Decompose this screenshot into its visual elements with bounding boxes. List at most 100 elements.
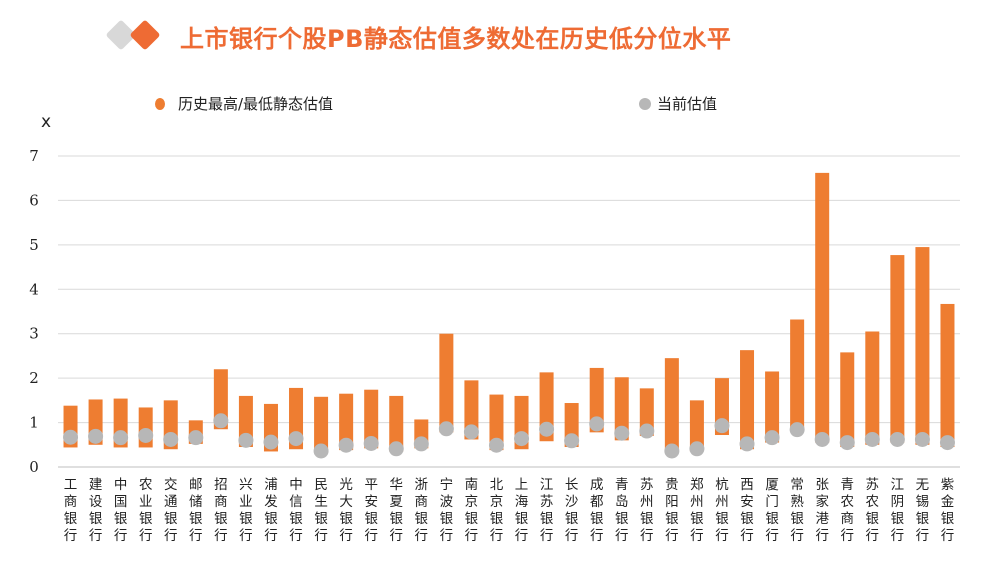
- y-tick-label: 5: [29, 236, 39, 254]
- y-tick-label: 0: [29, 458, 39, 476]
- legend-label-current: 当前估值: [657, 95, 717, 113]
- x-tick-label: 江阴银行: [891, 477, 905, 544]
- current-value-dot: [814, 431, 830, 447]
- range-bar: [314, 396, 329, 453]
- x-tick-label: 贵阳银行: [665, 477, 679, 544]
- current-value-dot: [238, 432, 254, 448]
- range-bar: [940, 303, 955, 448]
- current-value-dot: [163, 431, 179, 447]
- x-tick-label: 无锡银行: [916, 477, 930, 544]
- x-tick-label: 南京银行: [465, 477, 479, 544]
- x-tick-label: 平安银行: [364, 477, 378, 544]
- x-tick-label: 青岛银行: [615, 477, 629, 544]
- current-value-dot: [463, 424, 479, 440]
- range-bar: [439, 333, 454, 433]
- x-tick-label: 苏州银行: [640, 477, 654, 544]
- x-tick-label: 成都银行: [590, 477, 604, 544]
- x-tick-label: 上海银行: [515, 477, 529, 544]
- y-tick-label: 1: [29, 414, 39, 432]
- x-tick-label: 农业银行: [139, 477, 153, 544]
- current-value-dot: [63, 429, 79, 445]
- x-tick-label: 浙商银行: [415, 477, 429, 544]
- x-tick-label: 浦发银行: [264, 477, 278, 544]
- current-value-dot: [113, 430, 129, 446]
- x-tick-label: 中信银行: [289, 477, 303, 544]
- current-value-dot: [413, 436, 429, 452]
- x-tick-label: 杭州银行: [715, 477, 729, 544]
- current-value-dot: [864, 431, 880, 447]
- range-bar: [815, 172, 830, 443]
- range-bar: [389, 395, 404, 452]
- current-value-dot: [589, 416, 605, 432]
- x-tick-label: 长沙银行: [565, 477, 579, 544]
- range-bar: [664, 358, 679, 453]
- legend-bar-marker: [155, 98, 165, 110]
- range-bar: [464, 380, 479, 440]
- current-value-dot: [488, 437, 504, 453]
- current-value-dot: [313, 443, 329, 459]
- current-value-dot: [564, 433, 580, 449]
- range-bar: [890, 255, 905, 443]
- x-tick-label: 光大银行: [339, 477, 353, 544]
- y-tick-label: 6: [29, 191, 39, 209]
- legend-label-range: 历史最高/最低静态估值: [178, 95, 333, 113]
- range-bar: [790, 319, 805, 432]
- current-value-dot: [213, 413, 229, 429]
- range-bar: [915, 247, 930, 445]
- current-value-dot: [764, 430, 780, 446]
- x-tick-label: 招商银行: [214, 477, 228, 544]
- range-bar: [639, 388, 654, 436]
- current-value-dot: [664, 443, 680, 459]
- chart-title: 上市银行个股PB静态估值多数处在历史低分位水平: [180, 25, 732, 53]
- x-tick-label: 邮储银行: [189, 477, 203, 544]
- x-tick-label: 北京银行: [490, 477, 504, 544]
- range-bar: [614, 377, 629, 441]
- range-bar: [765, 371, 780, 443]
- legend-dot-marker: [639, 98, 651, 110]
- range-bar: [489, 394, 504, 451]
- current-value-dot: [388, 441, 404, 457]
- range-bar: [689, 400, 704, 452]
- x-tick-label: 厦门银行: [765, 477, 779, 544]
- current-value-dot: [939, 435, 955, 451]
- current-value-dot: [539, 421, 555, 437]
- x-tick-label: 青农商行: [841, 477, 855, 544]
- current-value-dot: [839, 435, 855, 451]
- current-value-dot: [889, 431, 905, 447]
- current-value-dot: [639, 423, 655, 439]
- current-value-dot: [138, 427, 154, 443]
- range-bar: [740, 350, 755, 450]
- x-tick-label: 兴业银行: [239, 477, 253, 544]
- range-bar: [364, 389, 379, 449]
- x-tick-label: 华夏银行: [390, 477, 404, 544]
- current-value-dot: [263, 434, 279, 450]
- x-tick-label: 江苏银行: [540, 477, 554, 544]
- x-tick-label: 工商银行: [64, 477, 78, 544]
- current-value-dot: [914, 431, 930, 447]
- range-bar: [589, 367, 604, 433]
- range-bar: [840, 352, 855, 448]
- current-value-dot: [514, 431, 530, 447]
- x-tick-label: 民生银行: [314, 477, 328, 544]
- current-value-dot: [438, 421, 454, 437]
- x-tick-label: 紫金银行: [941, 477, 955, 544]
- current-value-dot: [689, 441, 705, 457]
- x-tick-label: 郑州银行: [690, 477, 704, 544]
- y-tick-label: 7: [29, 147, 39, 165]
- y-tick-label: 2: [29, 369, 39, 387]
- current-value-dot: [288, 431, 304, 447]
- current-value-dot: [88, 428, 104, 444]
- current-value-dot: [614, 425, 630, 441]
- y-axis-label: x: [41, 112, 51, 132]
- x-tick-label: 交通银行: [164, 476, 178, 544]
- current-value-dot: [789, 422, 805, 438]
- x-tick-label: 苏农银行: [866, 477, 880, 544]
- y-tick-label: 3: [29, 325, 39, 343]
- current-value-dot: [188, 430, 204, 446]
- range-bar: [865, 331, 880, 445]
- current-value-dot: [739, 436, 755, 452]
- range-bar: [339, 393, 354, 451]
- y-tick-label: 4: [29, 280, 39, 298]
- x-tick-label: 中国银行: [114, 477, 128, 544]
